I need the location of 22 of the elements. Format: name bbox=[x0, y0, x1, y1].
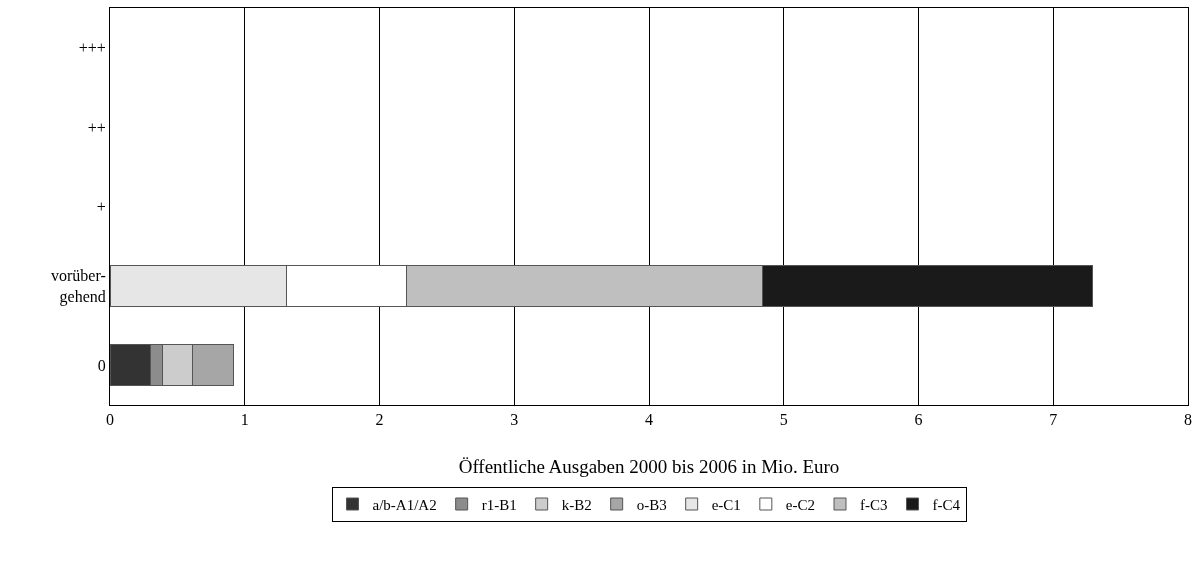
legend-label: e-C2 bbox=[785, 496, 815, 513]
legend-label: a/b-A1/A2 bbox=[372, 496, 437, 513]
y-tick-label: ++ bbox=[87, 118, 106, 136]
x-axis-title: Öffentliche Ausgaben 2000 bis 2006 in Mio. Euro bbox=[458, 456, 840, 477]
x-tick-label: 2 bbox=[375, 411, 384, 429]
x-tick-label: 6 bbox=[914, 411, 923, 429]
legend-label: r1-B1 bbox=[481, 496, 517, 513]
y-tick-label: 0 bbox=[97, 356, 106, 374]
x-tick-label: 8 bbox=[1184, 411, 1192, 429]
legend-label: f-C4 bbox=[932, 496, 961, 513]
legend-label: o-B3 bbox=[636, 496, 667, 513]
x-tick-label: 1 bbox=[240, 411, 249, 429]
legend-label: f-C3 bbox=[860, 496, 888, 513]
x-tick-label: 3 bbox=[510, 411, 519, 429]
y-tick-label: + bbox=[96, 198, 106, 216]
y-tick-label: +++ bbox=[78, 39, 106, 57]
x-tick-label: 5 bbox=[779, 411, 788, 429]
legend-label: e-C1 bbox=[711, 496, 741, 513]
y-tick-label: vorüber- gehend bbox=[51, 267, 106, 306]
x-tick-label: 4 bbox=[645, 411, 653, 429]
legend-label: k-B2 bbox=[561, 496, 592, 513]
x-tick-label: 7 bbox=[1049, 411, 1058, 429]
